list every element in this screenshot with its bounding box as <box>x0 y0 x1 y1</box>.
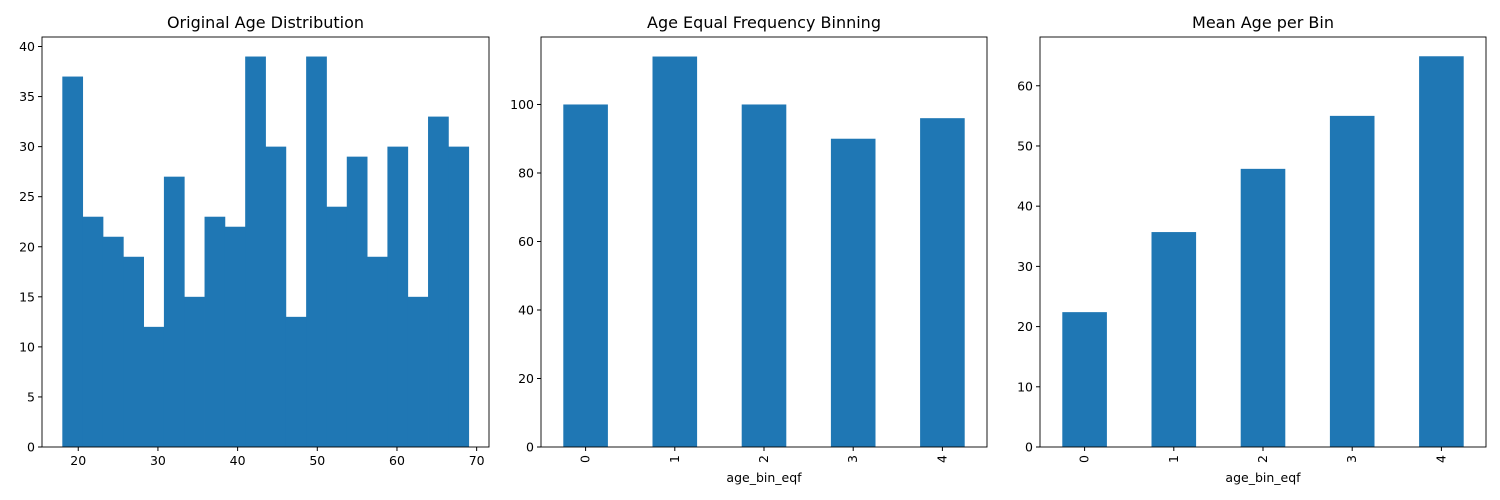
histogram-bar <box>62 76 84 448</box>
axes-frame <box>1039 36 1487 448</box>
x-tick-label: 1 <box>667 455 682 463</box>
x-axis-label: age_bin_eqf <box>1225 470 1301 485</box>
x-tick-label: 0 <box>578 455 593 463</box>
histogram-bar <box>265 146 287 447</box>
bar <box>830 138 876 448</box>
histogram-bar <box>387 146 409 447</box>
y-tick-label: 50 <box>1017 138 1033 153</box>
bar <box>741 104 787 448</box>
x-tick-label: 2 <box>756 455 771 463</box>
y-tick-label: 0 <box>27 440 35 455</box>
x-tick-label: 40 <box>230 453 246 468</box>
bar <box>1419 56 1464 448</box>
y-tick-label: 0 <box>526 440 534 455</box>
histogram-bar <box>163 176 185 447</box>
y-tick-label: 80 <box>518 165 534 180</box>
axes-frame <box>540 36 988 448</box>
x-tick-label: 3 <box>1344 455 1359 463</box>
y-tick-label: 60 <box>518 234 534 249</box>
y-tick-label: 10 <box>19 339 35 354</box>
histogram-bar <box>326 206 348 447</box>
histogram-bar <box>224 226 246 447</box>
bar <box>563 104 608 448</box>
x-tick-label: 0 <box>1077 455 1092 463</box>
y-tick-label: 5 <box>27 389 35 404</box>
y-tick-label: 100 <box>510 97 534 112</box>
x-tick-label: 1 <box>1166 455 1181 463</box>
bar <box>652 56 698 448</box>
axes-frame <box>41 36 490 448</box>
y-tick-label: 25 <box>19 189 35 204</box>
histogram-bar <box>407 296 429 447</box>
histogram-bar <box>204 216 226 447</box>
x-tick-label: 50 <box>309 453 325 468</box>
chart-title: Original Age Distribution <box>167 13 364 32</box>
chart-title: Age Equal Frequency Binning <box>647 13 881 32</box>
histogram-bar <box>285 316 307 447</box>
y-tick-label: 0 <box>1025 440 1033 455</box>
y-tick-label: 20 <box>1017 319 1033 334</box>
x-tick-label: 30 <box>150 453 166 468</box>
x-axis-label: age_bin_eqf <box>726 470 802 485</box>
x-tick-label: 4 <box>1433 455 1448 463</box>
y-tick-label: 40 <box>518 302 534 317</box>
histogram-bar <box>82 216 104 447</box>
y-tick-label: 30 <box>1017 259 1033 274</box>
x-tick-label: 3 <box>845 455 860 463</box>
histogram-bar <box>428 116 449 447</box>
y-tick-label: 40 <box>19 39 35 54</box>
histogram-bar <box>102 236 124 447</box>
bar <box>1062 312 1107 447</box>
bar <box>1151 232 1197 447</box>
chart-title: Mean Age per Bin <box>1192 13 1334 32</box>
histogram-bar <box>306 56 327 448</box>
histogram-bar <box>123 256 144 447</box>
histogram-bar <box>367 256 388 447</box>
y-tick-label: 40 <box>1017 199 1033 214</box>
bar <box>1240 168 1286 447</box>
bar <box>920 118 965 447</box>
y-tick-label: 60 <box>1017 78 1033 93</box>
y-tick-label: 35 <box>19 89 35 104</box>
x-tick-label: 20 <box>70 453 86 468</box>
histogram-bar <box>346 156 368 447</box>
bar <box>1329 115 1375 447</box>
y-tick-label: 20 <box>19 239 35 254</box>
x-tick-label: 2 <box>1255 455 1270 463</box>
histogram-bar <box>245 56 266 448</box>
y-tick-label: 20 <box>518 371 534 386</box>
histogram-bar <box>184 296 205 447</box>
y-tick-label: 15 <box>19 289 35 304</box>
histogram-bar <box>143 326 165 447</box>
x-tick-label: 4 <box>934 455 949 463</box>
histogram-bar <box>448 146 470 447</box>
y-tick-label: 30 <box>19 139 35 154</box>
y-tick-label: 10 <box>1017 379 1033 394</box>
x-tick-label: 70 <box>469 453 485 468</box>
x-tick-label: 60 <box>389 453 405 468</box>
